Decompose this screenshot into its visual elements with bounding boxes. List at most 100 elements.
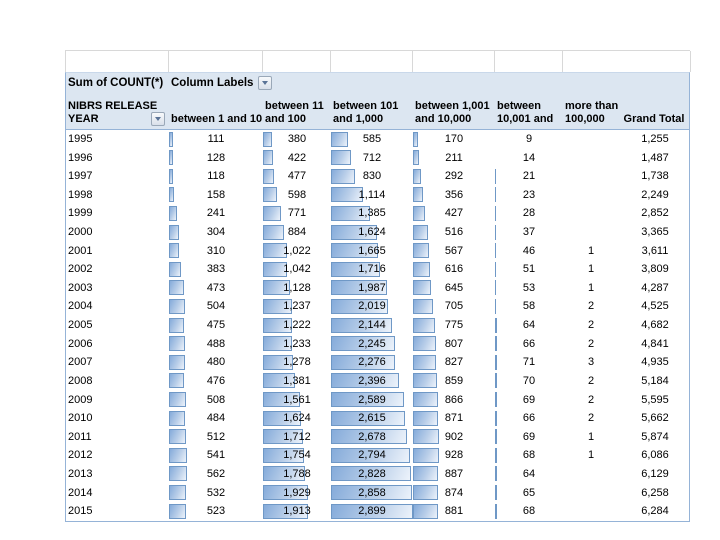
value-cell: 2,396 (331, 372, 413, 391)
table-row: 1995 111 380 585 170 9 1,255 (66, 130, 689, 149)
data-bar (495, 447, 497, 463)
year-label: 2005 (68, 319, 93, 332)
grand-total-cell: 6,086 (619, 446, 691, 465)
value-cell: 562 (169, 465, 263, 484)
cell-value: 881 (444, 505, 464, 518)
pivot-header-row-1: Sum of COUNT(*) Column Labels (66, 73, 689, 93)
data-bar (263, 261, 288, 277)
grand-total-cell: 5,184 (619, 372, 691, 391)
value-cell: 1 (563, 446, 619, 465)
row-labels-filter-button[interactable] (151, 112, 165, 126)
year-label: 2003 (68, 281, 93, 294)
cell-value: 2,678 (358, 430, 386, 443)
cell-value: 292 (444, 170, 464, 183)
data-bar (263, 205, 282, 221)
cell-value: 2,276 (358, 356, 386, 369)
data-bar (495, 205, 496, 221)
cell-value: 28 (522, 207, 536, 220)
year-label: 2004 (68, 300, 93, 313)
value-cell: 1,716 (331, 260, 413, 279)
data-bar (413, 503, 438, 519)
cell-value: 422 (287, 151, 307, 164)
value-cell: 1,381 (263, 372, 331, 391)
value-cell: 504 (169, 297, 263, 316)
value-cell: 2 (563, 391, 619, 410)
cell-value: 1,385 (358, 207, 386, 220)
grand-total-value: 5,595 (641, 393, 669, 406)
data-bar (495, 168, 496, 184)
value-cell: 69 (495, 428, 563, 447)
grand-total-value: 5,874 (641, 430, 669, 443)
empty-cell (563, 51, 691, 72)
value-cell: 2 (563, 335, 619, 354)
data-bar (263, 336, 292, 352)
cell-value: 65 (522, 486, 536, 499)
data-bar (169, 224, 179, 240)
value-cell: 2,144 (331, 316, 413, 335)
column-labels-filter-button[interactable] (258, 76, 273, 90)
value-cell: 585 (331, 130, 413, 149)
value-cell (563, 149, 619, 168)
cell-value: 21 (522, 170, 536, 183)
year-label: 2009 (68, 393, 93, 406)
value-cell: 807 (413, 335, 495, 354)
data-bar (169, 503, 186, 519)
cell-value: 1 (587, 430, 595, 443)
grand-total-value: 6,258 (641, 486, 669, 499)
year-label: 2014 (68, 486, 93, 499)
value-cell: 512 (169, 428, 263, 447)
value-cell: 2,828 (331, 465, 413, 484)
data-bar (263, 373, 296, 389)
worksheet: Sum of COUNT(*) Column Labels NIBRS RELE… (65, 50, 691, 522)
data-bar (495, 298, 496, 314)
grand-total-cell: 6,258 (619, 484, 691, 503)
grand-total-value: 4,525 (641, 300, 669, 313)
value-cell: 2,589 (331, 391, 413, 410)
data-bar (495, 503, 497, 519)
value-cell (563, 223, 619, 242)
value-cell: 1,929 (263, 484, 331, 503)
value-cell: 1,222 (263, 316, 331, 335)
data-bar (495, 224, 496, 240)
cell-value: 2,396 (358, 374, 386, 387)
data-bar (331, 336, 395, 352)
cell-value: 66 (522, 337, 536, 350)
year-label: 2006 (68, 337, 93, 350)
data-bar (495, 410, 497, 426)
value-cell: 523 (169, 502, 263, 521)
value-cell: 859 (413, 372, 495, 391)
data-bar (495, 354, 497, 370)
cell-value: 830 (362, 170, 382, 183)
data-bar (169, 392, 186, 408)
value-cell: 1,712 (263, 428, 331, 447)
cell-value: 310 (206, 244, 226, 257)
pivot-header: Sum of COUNT(*) Column Labels NIBRS RELE… (66, 73, 689, 130)
value-cell: 2 (563, 297, 619, 316)
grand-total-value: 3,809 (641, 263, 669, 276)
cell-value: 504 (206, 300, 226, 313)
cell-value: 859 (444, 374, 464, 387)
table-row: 2011 512 1,712 2,678 902 69 1 5,874 (66, 428, 689, 447)
value-cell: 771 (263, 204, 331, 223)
value-cell: 1,987 (331, 279, 413, 298)
cell-value: 775 (444, 319, 464, 332)
cell-value: 902 (444, 430, 464, 443)
value-cell: 488 (169, 335, 263, 354)
data-bar (331, 429, 407, 445)
data-bar (169, 336, 185, 352)
cell-value: 14 (522, 151, 536, 164)
value-cell: 1,022 (263, 242, 331, 261)
cell-value: 866 (444, 393, 464, 406)
cell-value: 1,222 (283, 319, 311, 332)
data-bar (331, 168, 355, 184)
value-cell: 1,278 (263, 353, 331, 372)
data-bar (495, 485, 497, 501)
year-label: 2007 (68, 356, 93, 369)
value-cell: 1,754 (263, 446, 331, 465)
data-bar (495, 392, 497, 408)
data-bar (413, 373, 438, 389)
cell-value: 23 (522, 188, 536, 201)
data-bar (331, 447, 410, 463)
pivot-header-row-2: NIBRS RELEASE YEAR between 1 and 10 betw… (66, 93, 689, 130)
cell-value: 562 (206, 467, 226, 480)
